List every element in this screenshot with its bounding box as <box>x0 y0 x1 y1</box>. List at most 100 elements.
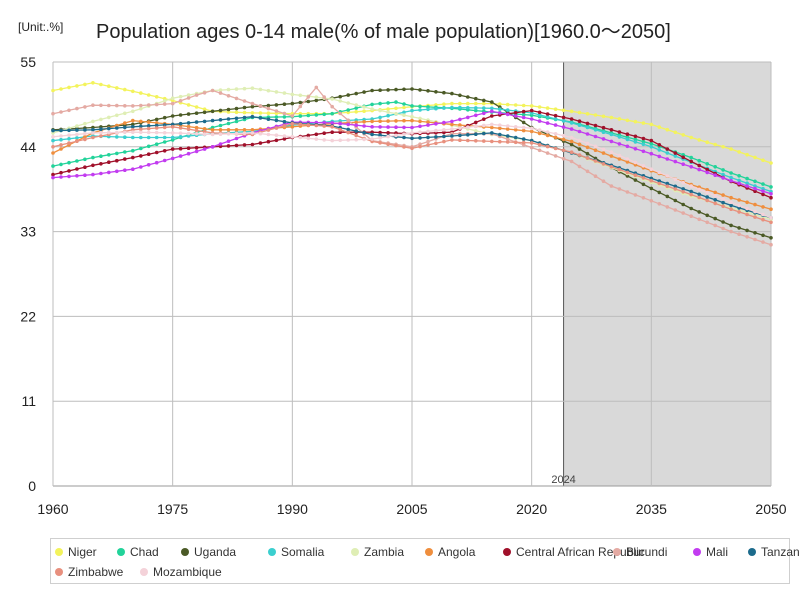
data-point <box>585 121 590 126</box>
data-point <box>553 117 558 121</box>
data-point <box>561 133 566 138</box>
data-point <box>490 114 494 118</box>
data-point <box>458 101 462 106</box>
legend-item-angola[interactable]: Angola <box>425 545 475 559</box>
data-point <box>154 126 159 130</box>
data-point <box>721 193 725 197</box>
data-point <box>513 128 518 132</box>
x-tick-label: 2005 <box>396 501 427 517</box>
series-uganda <box>51 87 773 240</box>
data-point <box>139 119 143 124</box>
data-point <box>131 104 135 108</box>
data-point <box>617 130 622 134</box>
data-point <box>705 188 709 192</box>
data-point <box>218 142 223 146</box>
data-point <box>186 112 191 116</box>
data-point <box>753 155 757 160</box>
data-point <box>585 156 590 160</box>
legend-item-zimbabwe[interactable]: Zimbabwe <box>55 565 123 579</box>
data-point <box>505 137 510 141</box>
legend-swatch <box>351 548 359 556</box>
data-point <box>51 135 55 139</box>
data-point <box>67 160 71 165</box>
data-point <box>729 200 733 205</box>
data-point <box>258 131 263 136</box>
data-point <box>474 101 478 106</box>
data-point <box>697 210 701 214</box>
data-point <box>115 103 119 108</box>
data-point <box>769 220 773 225</box>
data-point <box>234 128 239 132</box>
data-point <box>162 131 167 135</box>
y-tick-label: 33 <box>20 224 36 240</box>
data-point <box>226 144 231 148</box>
data-point <box>354 137 359 142</box>
data-point <box>67 85 71 90</box>
legend-item-uganda[interactable]: Uganda <box>181 545 236 559</box>
data-point <box>753 231 757 235</box>
data-point <box>697 187 701 192</box>
data-point <box>51 111 55 116</box>
data-point <box>362 124 366 128</box>
data-point <box>306 136 311 141</box>
data-point <box>266 88 271 93</box>
data-point <box>442 130 446 135</box>
data-point <box>426 129 430 134</box>
data-point <box>266 103 271 108</box>
data-point <box>178 113 183 117</box>
x-tick-label: 2020 <box>516 501 547 517</box>
data-point <box>115 169 119 174</box>
data-point <box>625 144 630 149</box>
legend-item-mali[interactable]: Mali <box>693 545 728 559</box>
data-point <box>673 198 678 203</box>
data-point <box>609 132 614 137</box>
data-point <box>593 123 598 128</box>
legend-item-somalia[interactable]: Somalia <box>268 545 324 559</box>
data-point <box>123 130 127 135</box>
data-point <box>458 126 462 130</box>
data-point <box>761 186 765 191</box>
x-tick-label: 2035 <box>636 501 667 517</box>
data-point <box>617 157 622 161</box>
data-point <box>505 112 510 117</box>
data-point <box>426 123 430 127</box>
data-point <box>154 123 159 128</box>
legend-item-mozambique[interactable]: Mozambique <box>140 565 222 579</box>
legend-item-niger[interactable]: Niger <box>55 545 97 559</box>
data-point <box>242 115 247 120</box>
legend-label: Mali <box>706 545 729 559</box>
data-point <box>123 121 127 125</box>
data-point <box>418 116 422 121</box>
data-point <box>394 143 398 148</box>
legend-item-zambia[interactable]: Zambia <box>351 545 404 559</box>
data-point <box>641 139 646 144</box>
data-point <box>346 108 351 112</box>
data-point <box>170 131 175 135</box>
data-point <box>609 150 614 154</box>
data-point <box>498 139 502 144</box>
data-point <box>721 172 725 177</box>
legend-item-central-african-republic[interactable]: Central African Republic <box>503 545 645 559</box>
legend-item-burundi[interactable]: Burundi <box>613 545 667 559</box>
data-point <box>737 206 741 210</box>
data-point <box>186 127 191 131</box>
data-point <box>569 150 574 154</box>
data-point <box>649 167 654 171</box>
legend-item-tanzania[interactable]: Tanzania <box>748 545 800 559</box>
data-point <box>577 129 582 134</box>
data-point <box>657 202 662 206</box>
data-point <box>226 110 231 114</box>
data-point <box>641 121 646 125</box>
data-point <box>178 154 183 158</box>
data-point <box>745 212 749 217</box>
data-point <box>737 226 741 230</box>
data-point <box>521 103 526 108</box>
data-point <box>537 143 542 147</box>
data-point <box>761 205 765 209</box>
data-point <box>402 102 406 106</box>
data-point <box>67 108 71 113</box>
legend-swatch <box>693 548 701 556</box>
legend-item-chad[interactable]: Chad <box>117 545 159 559</box>
legend-swatch <box>425 548 433 556</box>
data-point <box>593 134 598 139</box>
